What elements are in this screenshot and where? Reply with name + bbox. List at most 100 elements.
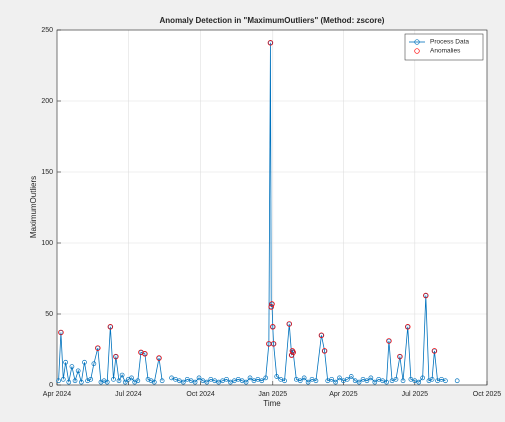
anomaly-marker <box>423 292 429 299</box>
data-marker <box>108 324 113 330</box>
data-marker <box>368 375 374 381</box>
data-marker <box>192 379 198 385</box>
data-marker <box>91 361 97 367</box>
anomaly-marker <box>156 355 162 361</box>
data-marker <box>405 324 411 330</box>
data-marker <box>337 375 342 381</box>
data-marker <box>184 376 190 382</box>
data-marker <box>329 376 334 382</box>
data-marker <box>400 378 406 384</box>
y-tick-label: 250 <box>41 27 53 34</box>
data-marker <box>88 376 94 382</box>
anomaly-marker <box>58 329 64 336</box>
data-marker <box>60 376 66 382</box>
y-tick-label: 150 <box>41 169 53 176</box>
data-marker <box>348 374 354 379</box>
data-marker <box>113 354 119 359</box>
anomaly-marker <box>431 348 438 354</box>
data-marker <box>204 379 210 385</box>
x-tick-label: Jul 2025 <box>402 391 429 398</box>
data-marker <box>360 376 366 382</box>
data-marker <box>239 378 245 384</box>
x-tick-label: Oct 2025 <box>473 391 502 398</box>
data-marker <box>196 375 202 381</box>
data-marker <box>135 378 141 384</box>
anomaly-marker <box>269 301 275 307</box>
data-marker <box>58 330 64 335</box>
data-marker <box>268 304 274 310</box>
plot-area <box>57 30 487 385</box>
data-marker <box>322 348 327 354</box>
data-marker <box>325 378 331 384</box>
anomaly-marker <box>286 321 293 327</box>
data-marker <box>319 332 324 338</box>
anomaly-marker <box>107 324 114 330</box>
anomaly-marker <box>289 348 296 354</box>
chart-title: Anomaly Detection in "MaximumOutliers" (… <box>160 16 385 25</box>
data-marker <box>274 374 280 379</box>
data-marker <box>429 376 435 382</box>
data-marker <box>235 376 241 382</box>
x-axis-label: Time <box>263 399 281 408</box>
y-tick-label: 200 <box>41 98 53 105</box>
data-marker <box>364 378 370 384</box>
anomaly-marker <box>318 332 325 339</box>
y-tick-label: 100 <box>41 240 53 247</box>
data-marker <box>220 378 225 384</box>
data-marker <box>286 321 292 327</box>
legend-label: Anomalies <box>430 48 461 55</box>
data-marker <box>56 378 61 384</box>
data-marker <box>82 359 87 365</box>
data-marker <box>156 355 162 361</box>
data-marker <box>69 364 75 369</box>
data-marker <box>341 378 346 384</box>
data-marker <box>159 378 165 384</box>
x-tick-label: Apr 2025 <box>329 391 358 398</box>
data-marker <box>95 345 101 351</box>
data-marker <box>208 376 214 382</box>
anomaly-marker <box>113 353 119 360</box>
data-marker <box>412 378 418 384</box>
x-tick-label: Oct 2024 <box>186 391 215 398</box>
data-marker <box>188 378 194 384</box>
data-marker <box>293 376 299 382</box>
data-marker <box>408 376 414 382</box>
data-marker <box>389 378 395 384</box>
data-marker <box>231 378 237 384</box>
anomaly-marker <box>321 348 328 354</box>
data-marker <box>384 379 389 385</box>
data-marker <box>78 379 84 385</box>
data-marker <box>290 349 296 355</box>
data-marker <box>372 379 378 385</box>
data-marker <box>397 354 403 359</box>
data-marker <box>63 359 68 365</box>
data-marker <box>212 378 218 384</box>
data-marker <box>380 378 385 384</box>
anomaly-marker <box>267 40 274 46</box>
data-marker <box>251 378 257 384</box>
data-marker <box>282 378 287 384</box>
data-marker <box>297 378 303 384</box>
data-marker <box>268 40 273 46</box>
data-marker <box>177 378 182 384</box>
data-marker <box>151 379 157 385</box>
anomaly-marker <box>142 351 148 357</box>
data-marker <box>180 379 186 385</box>
data-marker <box>263 375 269 381</box>
anomaly-marker <box>270 341 277 347</box>
data-marker <box>269 301 275 307</box>
data-marker <box>122 379 128 385</box>
data-marker <box>301 375 307 381</box>
data-marker <box>386 338 392 344</box>
anomaly-marker <box>290 349 296 356</box>
anomaly-marker <box>404 324 411 330</box>
data-marker <box>270 324 276 330</box>
data-marker <box>356 379 362 385</box>
data-marker <box>255 376 261 382</box>
data-marker <box>228 379 233 385</box>
data-marker <box>66 379 72 385</box>
data-marker <box>313 378 319 384</box>
data-marker <box>259 378 265 384</box>
